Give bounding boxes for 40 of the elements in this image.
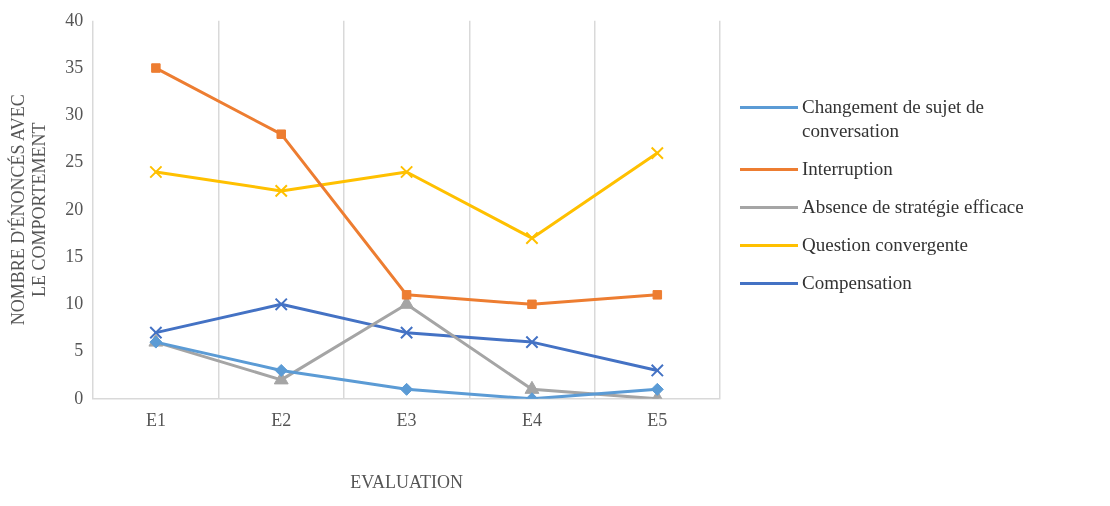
x-tick-label: E4 [521, 410, 542, 431]
legend-label: Interruption [802, 157, 893, 181]
point [276, 129, 286, 139]
legend-label: Changement de sujet de conversation [802, 95, 986, 143]
point [525, 231, 539, 245]
point [650, 146, 664, 160]
point [400, 382, 414, 396]
point [274, 184, 288, 198]
point [524, 380, 540, 394]
point [151, 63, 161, 73]
y-tick-label: 20 [65, 198, 84, 219]
point [149, 165, 163, 179]
y-axis-title: NOMBRE D'ÉNONCÉS AVEC LE COMPORTEMENT [6, 94, 50, 326]
y-tick-label: 25 [65, 151, 84, 172]
point [274, 297, 288, 311]
x-tick-label: E2 [271, 410, 292, 431]
point [652, 290, 663, 300]
legend-label: Compensation [802, 271, 912, 295]
y-tick-label: 0 [74, 387, 84, 408]
x-tick-label: E1 [145, 410, 166, 431]
point [401, 290, 412, 300]
y-tick-label: 40 [65, 9, 84, 30]
x-axis-title: EVALUATION [350, 471, 463, 492]
legend-label: Question convergente [802, 233, 968, 257]
point [274, 363, 288, 377]
point [650, 363, 664, 378]
y-tick-label: 10 [65, 293, 84, 314]
y-tick-label: 35 [65, 56, 84, 77]
point [525, 335, 539, 349]
y-tick-label: 30 [65, 104, 84, 125]
x-tick-label: E5 [647, 410, 668, 431]
point [399, 165, 414, 179]
point [399, 325, 414, 340]
x-tick-label: E3 [396, 410, 417, 431]
point [149, 325, 163, 340]
y-tick-label: 5 [74, 340, 84, 361]
point [650, 382, 664, 396]
legend-label: Absence de stratégie efficace [802, 195, 1024, 219]
y-tick-label: 15 [65, 245, 84, 266]
point [527, 299, 537, 310]
